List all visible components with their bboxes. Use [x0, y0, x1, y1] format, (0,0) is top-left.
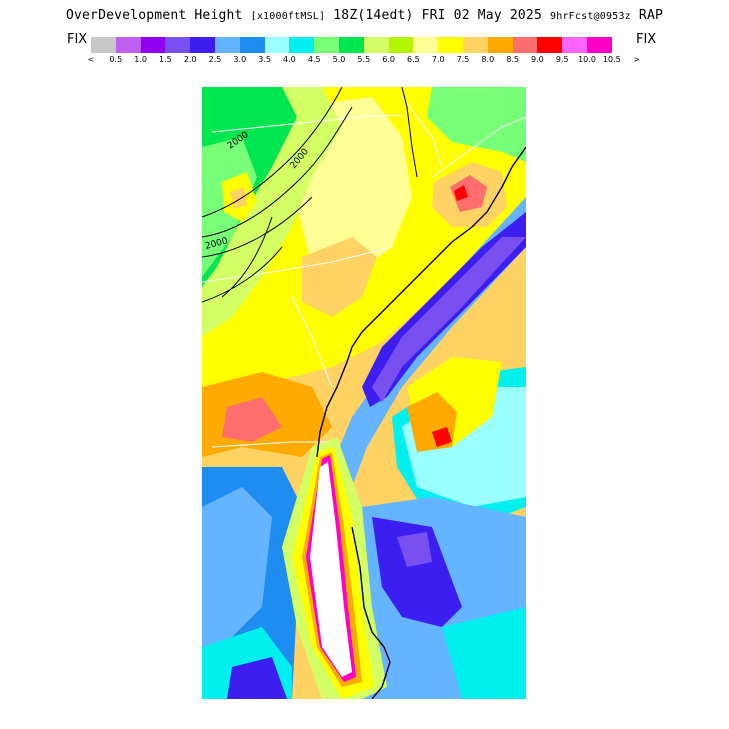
- field-red-east-blob: [432, 427, 452, 447]
- legend-swatch: [586, 37, 612, 53]
- legend-tick-label: 3.0: [233, 55, 247, 64]
- legend-tick-label: 1.0: [134, 55, 147, 64]
- legend-swatch: [314, 37, 339, 53]
- legend-tick-label: 4.5: [307, 55, 321, 64]
- legend-tick-label: <: [87, 55, 95, 64]
- legend-tick-label: 5.0: [332, 55, 346, 64]
- legend-swatch: [413, 37, 439, 53]
- legend-tick-label: 6.5: [407, 55, 420, 64]
- legend-swatch: [462, 37, 488, 53]
- legend-tick-label: 8.0: [481, 55, 495, 64]
- map-panel: 2000 2000 2000: [202, 87, 526, 699]
- field-red-ne-blob: [454, 185, 468, 201]
- field-palegreen-ne: [427, 87, 526, 162]
- legend-tick-label: 7.0: [431, 55, 445, 64]
- field-purple-south-west: [227, 657, 287, 699]
- legend-swatch: [165, 37, 191, 53]
- coastline: [316, 146, 526, 699]
- legend-swatch: [438, 37, 463, 53]
- legend-tick-label: 10.0: [578, 55, 596, 64]
- legend-swatch: [537, 37, 563, 53]
- map-title: OverDevelopment Height [x1000ftMSL] 18Z(…: [0, 8, 729, 23]
- title-model: RAP: [638, 8, 664, 23]
- legend-tick-label: 2.5: [208, 55, 222, 64]
- title-main: OverDevelopment Height: [65, 8, 243, 23]
- legend-fix-left-label: FIX: [67, 32, 88, 47]
- legend-swatch: [91, 37, 116, 53]
- legend-tick-label: 5.5: [357, 55, 371, 64]
- color-legend-bar: [91, 37, 612, 53]
- legend-swatch: [239, 37, 265, 53]
- legend-tick-label: 8.5: [506, 55, 519, 64]
- field-lightblue-south-west: [202, 487, 272, 647]
- title-time: 18Z(14edt) FRI 02 May 2025: [333, 8, 542, 23]
- field-white-empty: [310, 462, 352, 677]
- legend-swatch: [190, 37, 215, 53]
- legend-swatch: [388, 37, 414, 53]
- legend-swatch: [562, 37, 587, 53]
- legend-tick-label: 3.5: [258, 55, 271, 64]
- field-blue-south-east: [372, 517, 462, 627]
- legend-fix-right-label: FIX: [636, 32, 657, 47]
- legend-swatch: [338, 37, 364, 53]
- field-violet-band: [372, 237, 526, 402]
- legend-tick-label: 4.0: [283, 55, 296, 64]
- legend-tick-label: 7.5: [456, 55, 470, 64]
- title-units: [x1000ftMSL]: [250, 11, 326, 22]
- legend-tick-label: 1.5: [159, 55, 172, 64]
- height-contours: [202, 87, 418, 303]
- legend-swatch: [289, 37, 315, 53]
- field-cyan-south-east: [442, 607, 526, 699]
- color-legend-ticks: <0.5 1.0 1.5 2.0 2.5 3.0 3.5 4.0 4.5 5.0 5.5 6.0 6.5…: [87, 55, 641, 67]
- field-salmon-west: [222, 397, 282, 442]
- title-forecast: 9hrFcst@0953z: [550, 11, 631, 22]
- legend-tick-label: 9.0: [531, 55, 544, 64]
- legend-tick-label: 10.5: [602, 55, 621, 64]
- legend-tick-label: 9.5: [555, 55, 569, 64]
- field-orange-central: [302, 237, 377, 317]
- legend-swatch: [363, 37, 389, 53]
- legend-swatch: [214, 37, 240, 53]
- legend-tick-label: 6.0: [382, 55, 395, 64]
- legend-tick-label: 2.0: [183, 55, 197, 64]
- legend-swatch: [140, 37, 166, 53]
- state-borders: [202, 96, 526, 448]
- field-orange-nw-pocket: [230, 187, 247, 209]
- field-salmon-ne-blob: [450, 175, 487, 212]
- legend-tick-label: 0.5: [109, 55, 123, 64]
- legend-tick-label: >: [633, 55, 640, 64]
- legend-swatch: [264, 37, 290, 53]
- legend-swatch: [115, 37, 141, 53]
- field-violet-south-east: [397, 532, 432, 567]
- legend-swatch: [487, 37, 513, 53]
- legend-swatch: [512, 37, 538, 53]
